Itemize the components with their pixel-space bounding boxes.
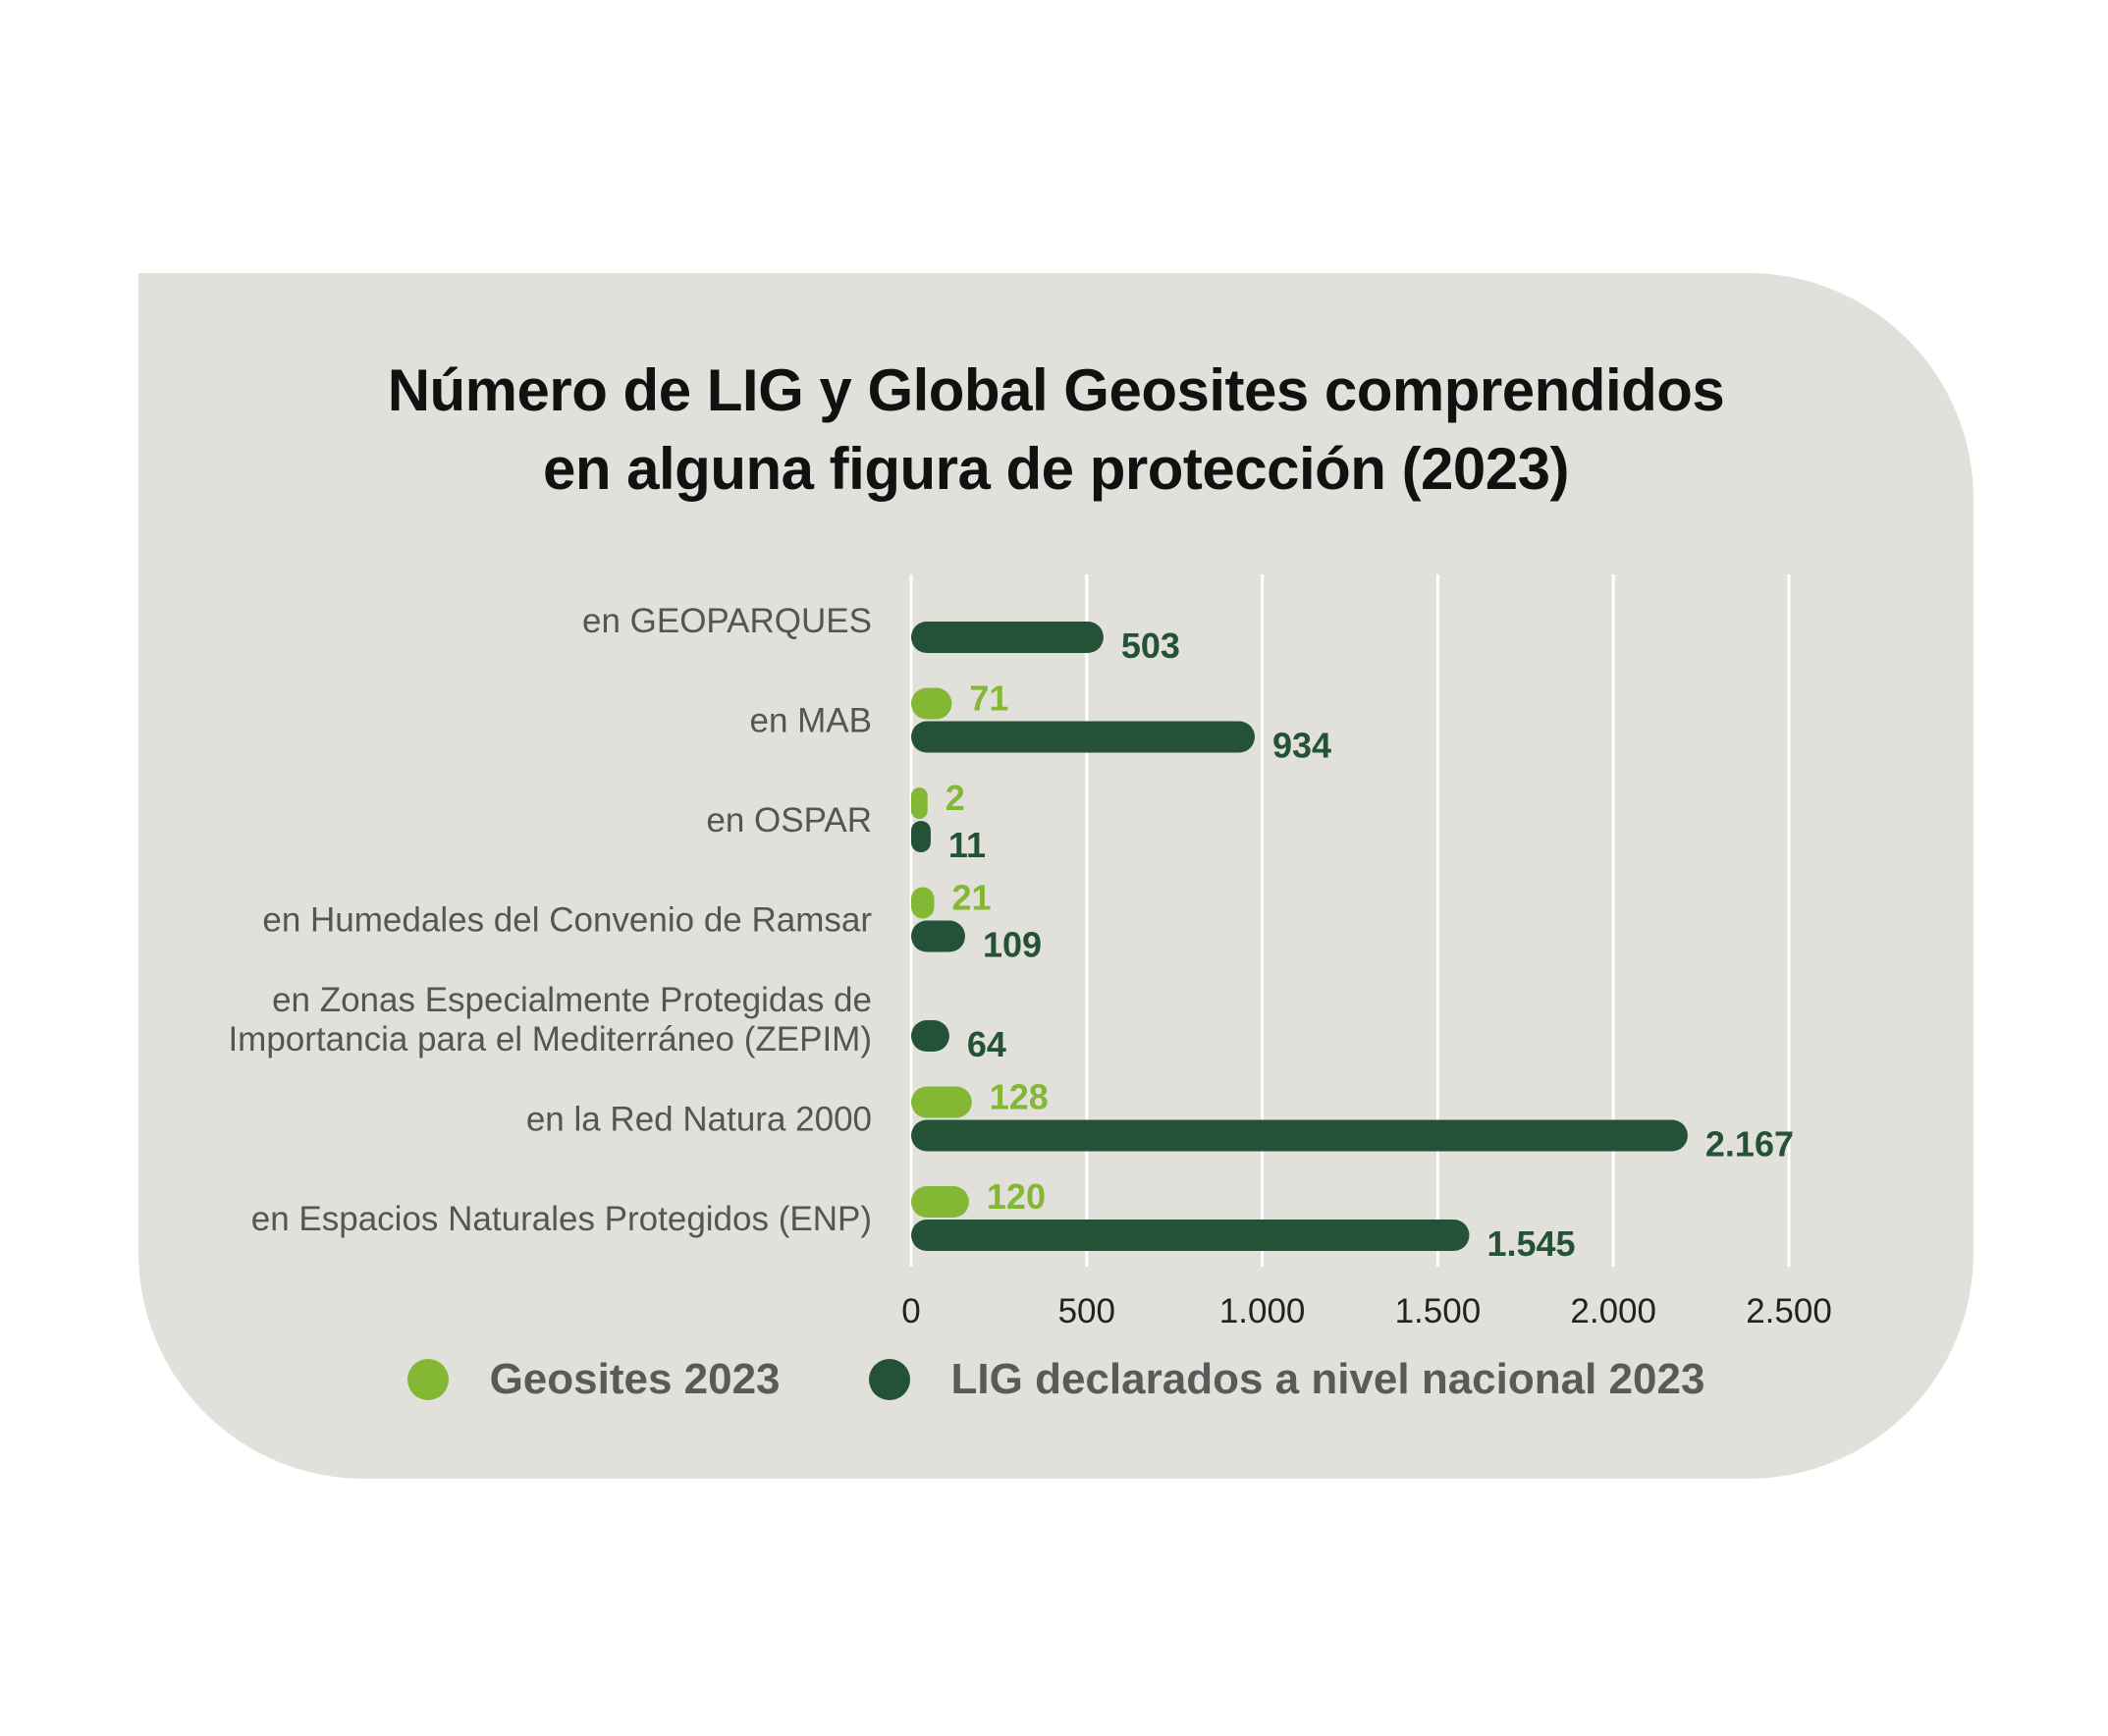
category-label: en Espacios Naturales Protegidos (ENP) <box>251 1200 872 1238</box>
category-label: en la Red Natura 2000 <box>526 1101 872 1139</box>
bar-geosites <box>911 1186 969 1218</box>
category-label: en MAB <box>750 702 873 740</box>
bar-geosites <box>911 1086 972 1118</box>
value-label-lig: 1.545 <box>1486 1223 1575 1264</box>
bar-geosites <box>911 787 928 819</box>
category-label: Importancia para el Mediterráneo (ZEPIM) <box>228 1020 872 1058</box>
category-label: en Zonas Especialmente Protegidas de <box>272 981 872 1019</box>
value-label-geosites: 71 <box>969 678 1008 719</box>
legend: Geosites 2023 LIG declarados a nivel nac… <box>138 1355 1973 1404</box>
value-label-lig: 11 <box>948 825 986 865</box>
x-tick-label: 500 <box>1058 1292 1115 1330</box>
chart-title: Número de LIG y Global Geosites comprend… <box>138 352 1973 509</box>
bars <box>911 622 1688 1251</box>
value-label-geosites: 120 <box>987 1176 1046 1217</box>
chart-panel <box>138 273 1973 1479</box>
bar-lig <box>911 1020 949 1052</box>
chart-title-line-1: Número de LIG y Global Geosites comprend… <box>387 357 1725 423</box>
value-label-lig: 934 <box>1272 726 1331 766</box>
category-label: en OSPAR <box>706 801 872 840</box>
bar-lig <box>911 721 1255 753</box>
value-label-lig: 64 <box>967 1024 1006 1064</box>
bar-lig <box>911 622 1104 653</box>
bar-lig <box>911 1220 1470 1251</box>
x-tick-label: 1.000 <box>1219 1292 1306 1330</box>
value-label-lig: 2.167 <box>1705 1124 1794 1165</box>
labels: 0 500 1.000 1.500 2.000 2.500 en GEOPARQUES en … <box>228 602 1831 1330</box>
legend-label-geosites: Geosites 2023 <box>489 1355 781 1403</box>
legend-item-lig: LIG declarados a nivel nacional 2023 <box>868 1355 1705 1404</box>
value-label-lig: 503 <box>1121 625 1180 666</box>
value-label-geosites: 21 <box>952 878 992 918</box>
legend-swatch-lig <box>868 1359 910 1400</box>
legend-swatch-geosites <box>406 1359 449 1400</box>
x-tick-label: 0 <box>901 1292 920 1330</box>
gridlines <box>909 574 1791 1267</box>
legend-label-lig: LIG declarados a nivel nacional 2023 <box>950 1355 1705 1403</box>
x-tick-label: 2.500 <box>1746 1292 1832 1330</box>
bar-lig <box>911 1119 1688 1152</box>
bar-geosites <box>911 887 935 919</box>
category-label: en Humedales del Convenio de Ramsar <box>262 901 872 940</box>
value-label-geosites: 128 <box>990 1077 1049 1117</box>
value-label-geosites: 2 <box>946 778 965 818</box>
legend-item-geosites: Geosites 2023 <box>406 1355 781 1404</box>
value-label-lig: 109 <box>983 925 1042 965</box>
category-label: en GEOPARQUES <box>582 602 872 640</box>
x-tick-label: 2.000 <box>1570 1292 1656 1330</box>
x-tick-label: 1.500 <box>1395 1292 1482 1330</box>
bar-lig <box>911 821 931 852</box>
chart-title-line-2: en alguna figura de protección (2023) <box>542 436 1570 502</box>
bar-lig <box>911 920 965 952</box>
bar-geosites <box>911 687 952 720</box>
